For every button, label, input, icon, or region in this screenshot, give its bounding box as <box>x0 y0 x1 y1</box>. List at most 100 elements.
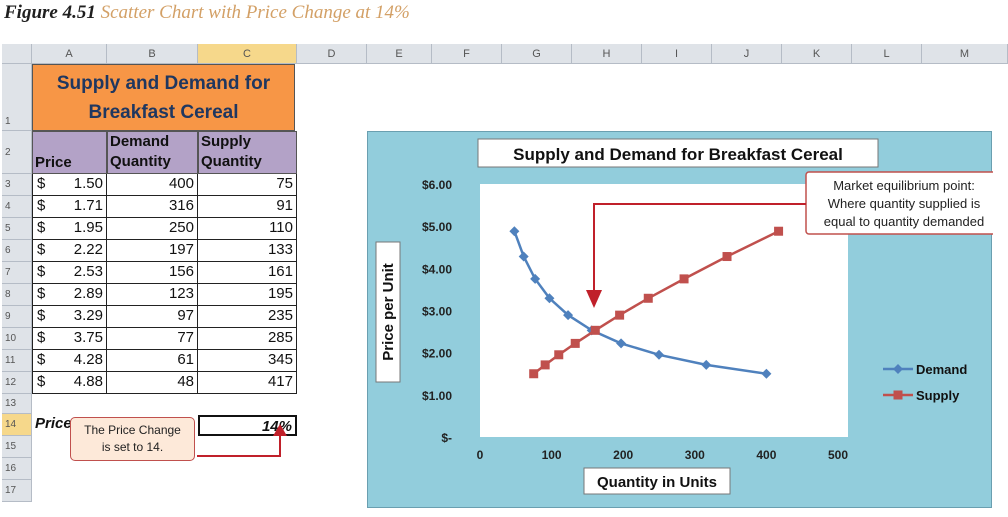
x-axis-title: Quantity in Units <box>597 474 717 491</box>
y-tick-label: $5.00 <box>422 220 452 234</box>
row-header-10[interactable]: 10 <box>2 328 32 350</box>
header-line: Demand <box>110 133 170 150</box>
data-point-demand <box>761 368 772 379</box>
legend-marker-supply <box>893 390 903 400</box>
price-change-input[interactable]: 14% <box>198 415 297 436</box>
column-header-m[interactable]: M <box>922 44 1008 64</box>
row-header-16[interactable]: 16 <box>2 458 32 480</box>
data-point-demand <box>563 310 574 321</box>
header-supply-quantity[interactable]: Supply Quantity <box>198 131 297 174</box>
supply-quantity-cell[interactable]: 91 <box>198 196 297 218</box>
column-header-g[interactable]: G <box>502 44 572 64</box>
row-header-17[interactable]: 17 <box>2 480 32 502</box>
callout-line: is set to 14. <box>101 440 164 454</box>
chart-title-box <box>477 138 879 168</box>
column-header-k[interactable]: K <box>782 44 852 64</box>
select-all-corner[interactable] <box>2 44 32 64</box>
data-point-demand <box>530 273 541 284</box>
column-header-a[interactable]: A <box>32 44 107 64</box>
x-tick-label: 0 <box>477 448 484 462</box>
table-title[interactable]: Supply and Demand for Breakfast Cereal <box>32 64 295 131</box>
equilibrium-callout-line: Where quantity supplied is <box>828 196 981 211</box>
row-header-2[interactable]: 2 <box>2 131 32 174</box>
price-value: 2.53 <box>73 263 103 280</box>
row-header-3[interactable]: 3 <box>2 174 32 196</box>
column-header-c[interactable]: C <box>198 44 297 64</box>
supply-quantity-cell[interactable]: 235 <box>198 306 297 328</box>
demand-quantity-cell[interactable]: 48 <box>107 372 198 394</box>
y-tick-label: $1.00 <box>422 389 452 403</box>
row-header-5[interactable]: 5 <box>2 218 32 240</box>
supply-quantity-cell[interactable]: 133 <box>198 240 297 262</box>
y-tick-label: $6.00 <box>422 178 452 192</box>
supply-quantity-cell[interactable]: 110 <box>198 218 297 240</box>
column-header-h[interactable]: H <box>572 44 642 64</box>
row-header-6[interactable]: 6 <box>2 240 32 262</box>
x-tick-label: 500 <box>828 448 848 462</box>
price-cell[interactable]: $2.22 <box>32 240 107 262</box>
demand-quantity-cell[interactable]: 77 <box>107 328 198 350</box>
column-header-d[interactable]: D <box>297 44 367 64</box>
column-header-f[interactable]: F <box>432 44 502 64</box>
demand-quantity-cell[interactable]: 316 <box>107 196 198 218</box>
demand-quantity-cell[interactable]: 197 <box>107 240 198 262</box>
row-header-12[interactable]: 12 <box>2 372 32 394</box>
column-header-i[interactable]: I <box>642 44 712 64</box>
row-header-13[interactable]: 13 <box>2 394 32 414</box>
price-change-callout: The Price Change is set to 14. <box>70 417 195 461</box>
column-header-e[interactable]: E <box>367 44 432 64</box>
supply-quantity-cell[interactable]: 417 <box>198 372 297 394</box>
price-cell[interactable]: $1.95 <box>32 218 107 240</box>
price-value: 1.71 <box>73 197 103 214</box>
demand-quantity-cell[interactable]: 97 <box>107 306 198 328</box>
row-header-15[interactable]: 15 <box>2 436 32 458</box>
row-header-4[interactable]: 4 <box>2 196 32 218</box>
row-header-7[interactable]: 7 <box>2 262 32 284</box>
column-header-l[interactable]: L <box>852 44 922 64</box>
demand-quantity-cell[interactable]: 61 <box>107 350 198 372</box>
price-cell[interactable]: $3.75 <box>32 328 107 350</box>
price-cell[interactable]: $1.50 <box>32 174 107 196</box>
chart-area[interactable]: Supply and Demand for Breakfast Cereal $-… <box>367 131 993 508</box>
demand-quantity-cell[interactable]: 123 <box>107 284 198 306</box>
legend-marker-demand <box>893 364 903 374</box>
supply-quantity-cell[interactable]: 75 <box>198 174 297 196</box>
price-value: 2.22 <box>73 241 103 258</box>
x-tick-label: 100 <box>542 448 562 462</box>
y-axis-title-box <box>375 241 401 383</box>
demand-quantity-cell[interactable]: 156 <box>107 262 198 284</box>
price-cell[interactable]: $4.28 <box>32 350 107 372</box>
row-header-14[interactable]: 14 <box>2 414 32 436</box>
data-point-supply <box>554 350 564 360</box>
demand-quantity-cell[interactable]: 250 <box>107 218 198 240</box>
demand-quantity-cell[interactable]: 400 <box>107 174 198 196</box>
row-header-9[interactable]: 9 <box>2 306 32 328</box>
figure-title: Scatter Chart with Price Change at 14% <box>100 2 410 23</box>
equilibrium-callout-line: equal to quantity demanded <box>824 214 984 229</box>
currency-symbol: $ <box>37 285 46 302</box>
currency-symbol: $ <box>37 329 46 346</box>
row-header-11[interactable]: 11 <box>2 350 32 372</box>
price-cell[interactable]: $4.88 <box>32 372 107 394</box>
supply-quantity-cell[interactable]: 345 <box>198 350 297 372</box>
currency-symbol: $ <box>37 263 46 280</box>
legend-label-demand: Demand <box>916 362 967 377</box>
price-cell[interactable]: $3.29 <box>32 306 107 328</box>
header-demand-quantity[interactable]: Demand Quantity <box>107 131 198 174</box>
table-title-line: Breakfast Cereal <box>88 102 239 123</box>
price-cell[interactable]: $2.89 <box>32 284 107 306</box>
supply-quantity-cell[interactable]: 161 <box>198 262 297 284</box>
price-cell[interactable]: $2.53 <box>32 262 107 284</box>
supply-quantity-cell[interactable]: 285 <box>198 328 297 350</box>
scatter-chart: Supply and Demand for Breakfast Cereal $-… <box>375 138 993 495</box>
row-header-8[interactable]: 8 <box>2 284 32 306</box>
data-point-supply <box>570 338 580 348</box>
price-value: 1.50 <box>73 175 103 192</box>
supply-quantity-cell[interactable]: 195 <box>198 284 297 306</box>
header-price[interactable]: Price <box>32 131 107 174</box>
price-cell[interactable]: $1.71 <box>32 196 107 218</box>
row-header-1[interactable]: 1 <box>2 64 32 131</box>
column-header-j[interactable]: J <box>712 44 782 64</box>
figure-caption: Figure 4.51 Scatter Chart with Price Cha… <box>4 2 410 24</box>
column-header-b[interactable]: B <box>107 44 198 64</box>
